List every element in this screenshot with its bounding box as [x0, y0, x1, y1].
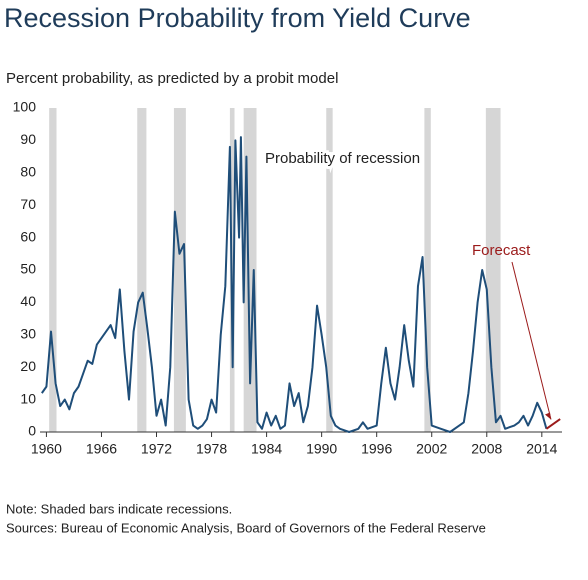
y-tick-label: 20 — [20, 358, 36, 374]
x-tick-label: 1990 — [306, 441, 337, 457]
x-tick-label: 1966 — [86, 441, 117, 457]
chart-title: Recession Probability from Yield Curve — [4, 3, 471, 33]
series-line — [41, 136, 548, 433]
chart-subtitle: Percent probability, as predicted by a p… — [6, 70, 338, 87]
note: Sources: Bureau of Economic Analysis, Bo… — [6, 520, 486, 535]
y-tick-label: 0 — [28, 423, 36, 439]
y-tick-label: 90 — [20, 131, 36, 147]
y-tick-label: 70 — [20, 196, 36, 212]
recession-bar — [424, 108, 431, 432]
note: Note: Shaded bars indicate recessions. — [6, 501, 232, 516]
recession-bar — [173, 108, 186, 432]
x-tick-label: 2008 — [471, 441, 502, 457]
y-tick-label: 60 — [20, 228, 36, 244]
recession-bar — [326, 108, 333, 432]
y-tick-label: 50 — [20, 261, 36, 277]
annotation-arrow — [511, 261, 552, 420]
y-tick-label: 10 — [20, 390, 36, 406]
y-tick-label: 40 — [20, 293, 36, 309]
x-tick-label: 1978 — [196, 441, 227, 457]
series-label: Probability of recession — [265, 150, 420, 167]
x-tick-label: 2014 — [526, 441, 557, 457]
series-line — [545, 418, 561, 430]
y-tick-label: 80 — [20, 164, 36, 180]
x-tick-label: 1996 — [361, 441, 392, 457]
arrow-head — [544, 412, 551, 420]
recession-bar — [137, 108, 147, 432]
x-tick-label: 2002 — [416, 441, 447, 457]
x-tick-label: 1960 — [31, 441, 62, 457]
y-tick-label: 30 — [20, 326, 36, 342]
series-label: Forecast — [472, 242, 531, 259]
y-tick-label: 100 — [13, 99, 37, 115]
x-tick-label: 1972 — [141, 441, 172, 457]
x-tick-label: 1984 — [251, 441, 282, 457]
recession-bar — [49, 108, 57, 432]
